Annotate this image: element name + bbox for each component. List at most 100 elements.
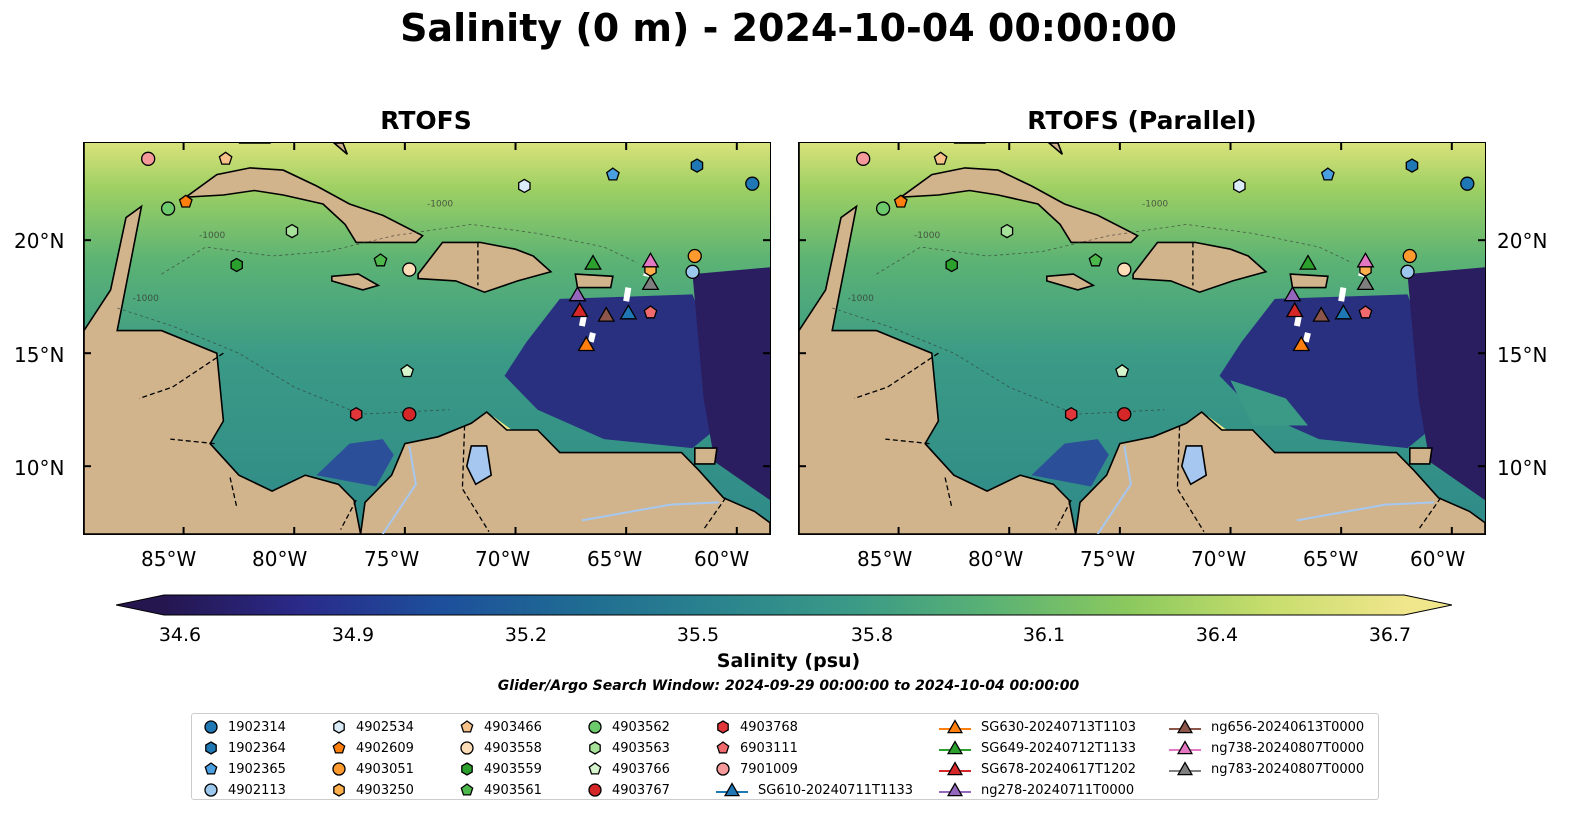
legend-marker-icon [716, 762, 730, 776]
glider-track [587, 332, 596, 343]
lat-tick-10n-right: 10°N [1497, 456, 1548, 480]
lon-tick-85w-p2: 85°W [857, 547, 913, 571]
glider-marker-ng278-20240711T0000 [1283, 285, 1302, 302]
colorbar-gradient [164, 595, 1404, 615]
map-panel-rtofs-parallel[interactable]: -1000 -1000 -1000 [798, 142, 1486, 535]
lat-tick-15n-right: 15°N [1497, 343, 1548, 367]
river [381, 445, 417, 534]
glider-marker-ng738-20240807T0000 [1356, 252, 1375, 268]
legend-label: SG630-20240713T1103 [981, 719, 1137, 735]
legend-triangle-icon [946, 719, 964, 734]
legend: 1902314 1902364 1902365 4902113 4902534 49026… [191, 713, 1379, 800]
legend-item-4902609: 4902609 [330, 739, 414, 757]
map-panel-rtofs[interactable]: -1000 -1000 -1000 [83, 142, 771, 535]
legend-marker-icon [588, 762, 602, 775]
legend-pentagon-icon [588, 762, 602, 775]
glider-marker-SG678-20240617T1202 [1285, 301, 1304, 318]
colorbar-tick-1: 34.9 [331, 624, 375, 646]
country-border [229, 477, 238, 508]
glider-marker-ng656-20240613T0000 [597, 306, 616, 322]
lon-tick-80w-p2: 80°W [968, 547, 1024, 571]
lon-tick-80w: 80°W [252, 547, 308, 571]
legend-label: 4903766 [612, 761, 670, 777]
legend-item-4902113: 4902113 [202, 781, 286, 799]
figure-title: Salinity (0 m) - 2024-10-04 00:00:00 [400, 6, 1177, 50]
legend-item-1902364: 1902364 [202, 739, 286, 757]
low-salinity-atlantic [1407, 267, 1485, 501]
contour-label: -1000 [1142, 199, 1168, 209]
land-bahamas1 [1047, 143, 1064, 155]
legend-item-SG610-20240711T1133: SG610-20240711T1133 [714, 781, 913, 799]
argo-marker-4903559 [230, 257, 243, 273]
colorbar-outline [116, 594, 1452, 616]
legend-marker-icon [716, 782, 748, 797]
legend-item-4903561: 4903561 [458, 781, 542, 799]
colorbar [116, 594, 1452, 616]
glider-marker-ng278-20240711T0000 [568, 285, 587, 302]
legend-marker-icon [1169, 719, 1201, 734]
lon-tick-60w: 60°W [694, 547, 750, 571]
legend-label: 7901009 [740, 761, 798, 777]
legend-marker-icon [1169, 740, 1201, 755]
legend-marker-icon [333, 783, 345, 797]
glider-marker-SG678-20240617T1202 [570, 301, 589, 318]
glider-track [1302, 332, 1311, 343]
panel-title-rtofs-parallel: RTOFS (Parallel) [1027, 106, 1257, 135]
legend-hexagon-icon [333, 783, 345, 797]
argo-marker-1902364 [690, 158, 704, 173]
legend-item-ng783-20240807T0000: ng783-20240807T0000 [1167, 760, 1364, 778]
argo-marker-4903051 [1402, 248, 1417, 264]
argo-marker-4903466 [933, 151, 948, 165]
land-trinidad [693, 447, 718, 465]
legend-label: 6903111 [740, 740, 798, 756]
argo-marker-4903563 [1000, 223, 1014, 239]
legend-item-SG630-20240713T1103: SG630-20240713T1103 [937, 718, 1136, 736]
land-cuba [898, 167, 1139, 244]
legend-label: 4903563 [612, 740, 670, 756]
glider-marker-ng738-20240807T0000 [641, 252, 660, 268]
legend-marker-icon [589, 741, 601, 755]
argo-marker-6903111 [1358, 305, 1373, 319]
river [581, 501, 720, 522]
land-trinidad [1408, 447, 1433, 465]
land-cuba [183, 167, 424, 244]
legend-item-6903111: 6903111 [714, 739, 798, 757]
legend-triangle-icon [1176, 740, 1194, 755]
legend-item-4902534: 4902534 [330, 718, 414, 736]
land-puertoRico [1289, 273, 1329, 289]
colorbar-tick-5: 36.1 [1022, 624, 1066, 646]
legend-triangle-icon [946, 740, 964, 755]
legend-label: 4903561 [484, 782, 542, 798]
glider-marker-SG610-20240711T1133 [1334, 304, 1353, 320]
argo-marker-4903051 [687, 248, 702, 264]
legend-label: 4903562 [612, 719, 670, 735]
colorbar-tick-0: 34.6 [158, 624, 202, 646]
lon-tick-75w-p2: 75°W [1080, 547, 1136, 571]
argo-marker-4903466 [218, 151, 233, 165]
legend-label: ng738-20240807T0000 [1211, 740, 1365, 756]
legend-circle-icon [332, 762, 346, 776]
legend-marker-icon [939, 761, 971, 776]
glider-track [623, 287, 632, 302]
legend-item-4903466: 4903466 [458, 718, 542, 736]
legend-item-4903767: 4903767 [586, 781, 670, 799]
colorbar-tick-2: 35.2 [504, 624, 548, 646]
colorbar-tick-3: 35.5 [676, 624, 720, 646]
lon-tick-85w: 85°W [141, 547, 197, 571]
argo-marker-4903558 [402, 262, 417, 277]
lat-tick-10n-left: 10°N [14, 456, 65, 480]
glider-marker-ng656-20240613T0000 [1312, 306, 1331, 322]
lon-tick-60w-p2: 60°W [1410, 547, 1466, 571]
legend-label: 1902364 [228, 740, 286, 756]
legend-pentagon-icon [204, 762, 218, 775]
legend-hexagon-icon [461, 762, 473, 776]
country-border [854, 352, 939, 400]
map-svg-rtofs-parallel: -1000 -1000 -1000 [799, 143, 1485, 534]
legend-item-4903250: 4903250 [330, 781, 414, 799]
legend-label: SG649-20240712T1133 [981, 740, 1137, 756]
isobath-contour [117, 307, 450, 415]
legend-marker-icon [332, 762, 346, 776]
legend-marker-icon [939, 782, 971, 797]
legend-label: ng783-20240807T0000 [1211, 761, 1365, 777]
colorbar-tick-7: 36.7 [1368, 624, 1412, 646]
